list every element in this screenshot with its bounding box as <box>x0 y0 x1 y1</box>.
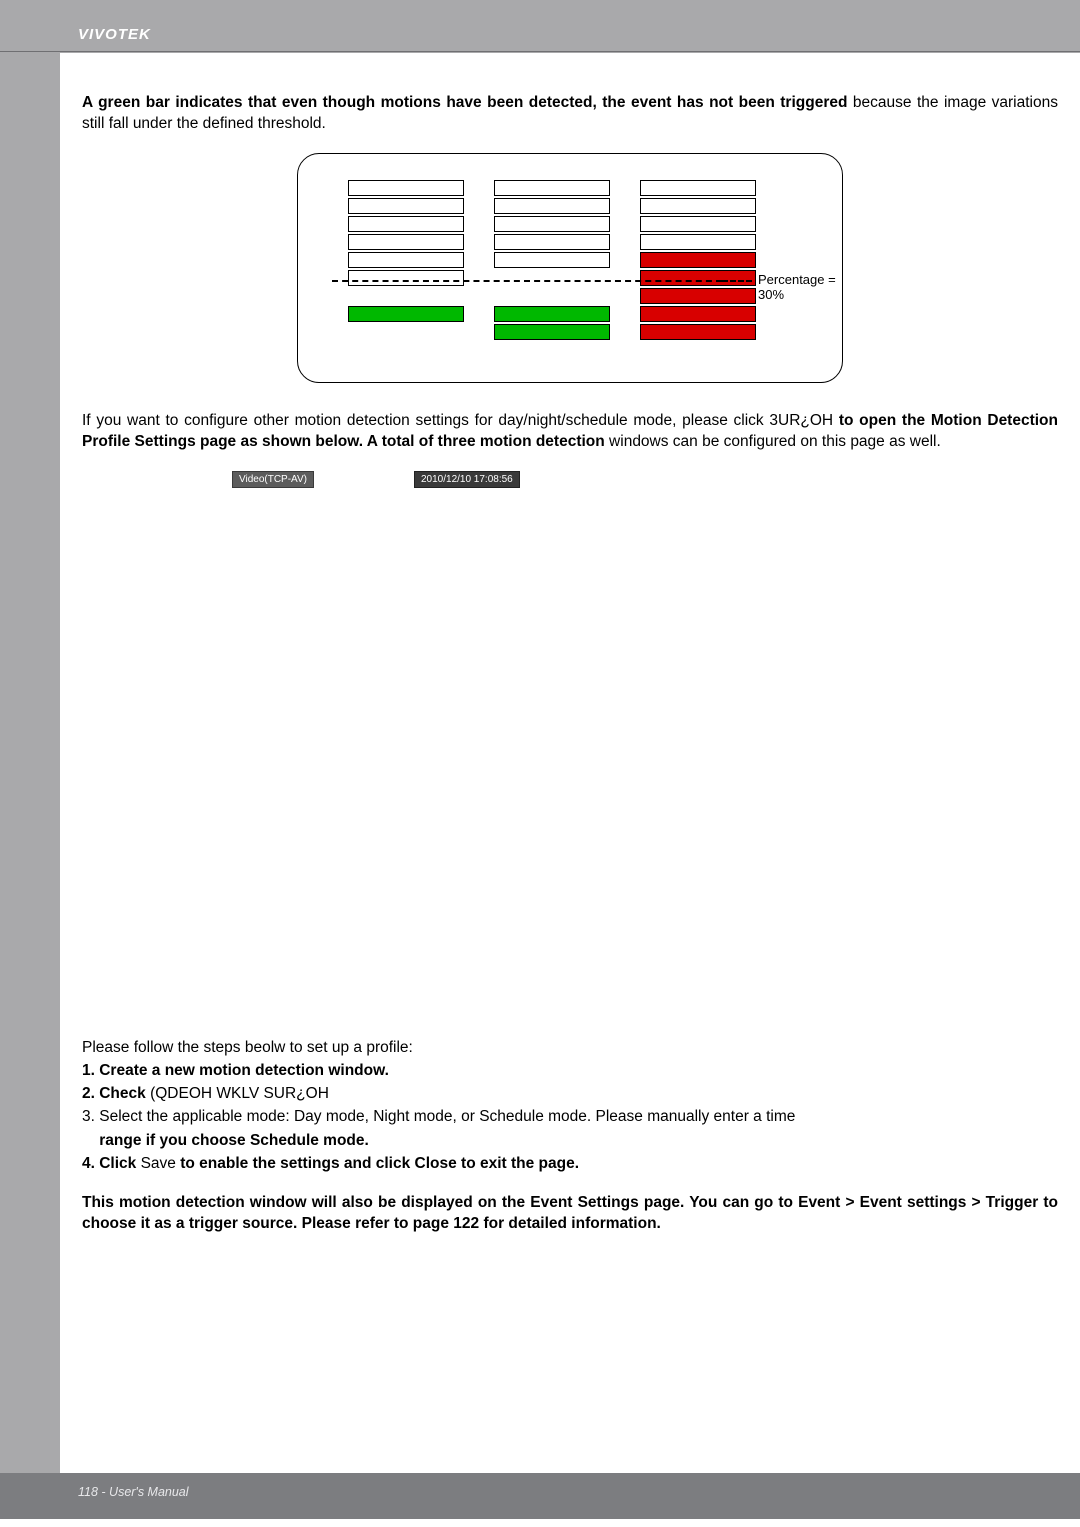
bar-segment <box>640 288 756 304</box>
step2-label: 2. Check <box>82 1085 146 1102</box>
threshold-dash-line <box>332 280 722 282</box>
intro-paragraph: A green bar indicates that even though m… <box>82 93 1058 135</box>
video-header-row: Video(TCP-AV) 2010/12/10 17:08:56 <box>232 471 1058 488</box>
bar-segment <box>494 306 610 322</box>
threshold-diagram-wrap: Percentage = 30% <box>82 153 1058 383</box>
bar-segment <box>494 270 610 286</box>
step4-c: to enable the settings and click Close <box>176 1155 457 1172</box>
step-1: 1. Create a new motion detection window. <box>82 1059 1058 1082</box>
threshold-diagram: Percentage = 30% <box>297 153 843 383</box>
step-3: 3. Select the applicable mode: Day mode,… <box>82 1105 1058 1152</box>
bar-column-0 <box>348 180 464 342</box>
closing-paragraph: This motion detection window will also b… <box>82 1193 1058 1235</box>
bar-segment <box>494 180 610 196</box>
step2-text: (QDEOH WKLV SUR¿OH <box>146 1085 329 1102</box>
page-container: VIVOTEK A green bar indicates that even … <box>0 0 1080 1519</box>
bars-row <box>348 180 756 342</box>
steps-block: Please follow the steps beolw to set up … <box>82 1036 1058 1176</box>
video-source-badge: Video(TCP-AV) <box>232 471 314 488</box>
bar-segment <box>640 306 756 322</box>
bar-segment <box>348 270 464 286</box>
step-2: 2. Check (QDEOH WKLV SUR¿OH <box>82 1082 1058 1105</box>
steps-intro: Please follow the steps beolw to set up … <box>82 1036 1058 1059</box>
bar-segment <box>494 252 610 268</box>
step3-b: range if you choose Schedule mode. <box>99 1132 369 1149</box>
video-preview-placeholder <box>82 496 1058 1036</box>
percentage-label: Percentage = 30% <box>758 272 842 302</box>
bar-segment <box>348 216 464 232</box>
bar-segment <box>348 198 464 214</box>
content-area: A green bar indicates that even though m… <box>60 53 1080 1473</box>
bar-segment <box>640 324 756 340</box>
step3-a: 3. Select the applicable mode: Day mode,… <box>82 1108 795 1125</box>
header: VIVOTEK <box>0 0 1080 43</box>
bar-segment <box>348 306 464 322</box>
bar-column-1 <box>494 180 610 342</box>
bar-segment <box>348 252 464 268</box>
bar-segment <box>348 234 464 250</box>
intro-bold: A green bar indicates that even though m… <box>82 94 847 111</box>
bar-segment <box>348 288 464 304</box>
bar-segment <box>640 216 756 232</box>
bar-segment <box>640 270 756 286</box>
step-4: 4. Click Save to enable the settings and… <box>82 1152 1058 1175</box>
bar-segment <box>494 288 610 304</box>
bar-segment <box>494 324 610 340</box>
bar-segment <box>640 234 756 250</box>
mid-para-1: If you want to configure other motion de… <box>82 412 839 429</box>
bar-segment <box>640 180 756 196</box>
threshold-dash-tail <box>722 280 752 282</box>
bar-column-2 <box>640 180 756 342</box>
mid-para-2: windows can be configured on this page a… <box>605 433 941 450</box>
step4-b: Save <box>141 1155 176 1172</box>
footer-text: 118 - User's Manual <box>78 1485 189 1499</box>
footer: 118 - User's Manual <box>0 1473 1080 1519</box>
step4-a: 4. Click <box>82 1155 141 1172</box>
closing-1: This motion detection window will also b… <box>82 1194 845 1211</box>
bar-segment <box>494 198 610 214</box>
video-timestamp-badge: 2010/12/10 17:08:56 <box>414 471 520 488</box>
bar-segment <box>640 198 756 214</box>
mid-paragraph: If you want to configure other motion de… <box>82 411 1058 453</box>
step4-d: to exit the page. <box>457 1155 579 1172</box>
bar-segment <box>348 180 464 196</box>
bar-segment <box>494 234 610 250</box>
bar-segment <box>494 216 610 232</box>
bar-segment <box>348 324 464 340</box>
brand-logo: VIVOTEK <box>78 26 1080 43</box>
bar-segment <box>640 252 756 268</box>
